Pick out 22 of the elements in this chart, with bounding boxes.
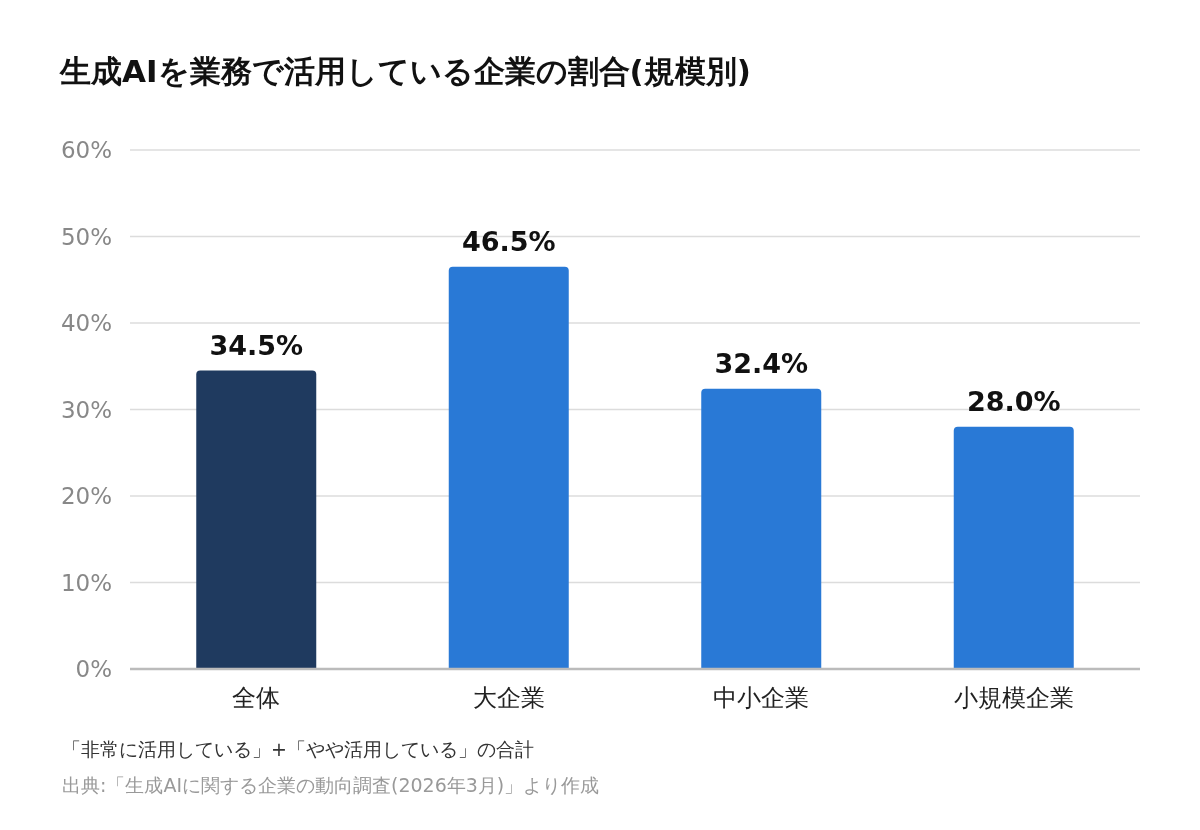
- y-tick-label: 40%: [60, 310, 112, 336]
- x-tick-label: 中小企業: [713, 684, 810, 712]
- y-tick-label: 60%: [60, 137, 112, 163]
- bar: [701, 388, 822, 669]
- y-tick-label: 20%: [60, 483, 112, 509]
- y-tick-label: 10%: [60, 569, 112, 596]
- y-tick-label: 30%: [60, 396, 112, 423]
- x-tick-label: 小規模企業: [953, 684, 1074, 712]
- source-note: 出典:「生成AIに関する企業の動向調査(2026年3月)」より作成: [62, 774, 600, 796]
- bar: [448, 266, 569, 669]
- bar: [196, 370, 317, 669]
- data-label: 34.5%: [209, 329, 304, 361]
- chart-title: 生成AIを業務で活用している企業の割合(規模別): [59, 53, 751, 89]
- x-tick-label: 大企業: [472, 684, 545, 712]
- bar: [953, 426, 1074, 669]
- data-label: 46.5%: [461, 225, 556, 257]
- text: 「非常に活用している」+「やや活用している」の合計: [62, 738, 534, 760]
- data-label: 32.4%: [714, 347, 809, 379]
- data-label: 28.0%: [966, 385, 1061, 417]
- y-tick-label: 0%: [75, 656, 112, 682]
- y-tick-label: 50%: [60, 223, 112, 250]
- x-tick-label: 全体: [232, 684, 281, 712]
